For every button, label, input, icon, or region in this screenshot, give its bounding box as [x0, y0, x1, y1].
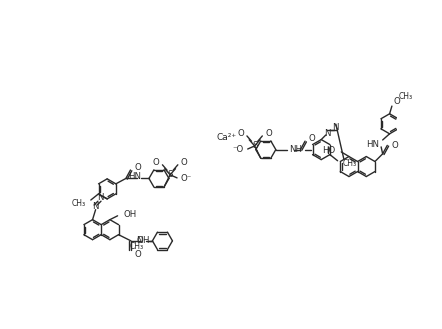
Text: N: N — [92, 202, 99, 211]
Text: ⁻O: ⁻O — [232, 145, 244, 154]
Text: O: O — [135, 250, 141, 259]
Text: NH: NH — [289, 145, 302, 154]
Text: O: O — [137, 236, 143, 245]
Text: CH₃: CH₃ — [72, 199, 86, 208]
Text: N: N — [136, 236, 142, 245]
Text: O: O — [393, 97, 400, 106]
Text: O: O — [237, 129, 244, 138]
Text: N: N — [324, 129, 331, 138]
Text: N: N — [332, 123, 338, 132]
Text: CH₃: CH₃ — [129, 242, 143, 251]
Text: H: H — [142, 236, 149, 245]
Text: OH: OH — [124, 210, 137, 219]
Text: O: O — [392, 141, 399, 150]
Text: HN: HN — [366, 140, 379, 149]
Text: O: O — [152, 158, 160, 167]
Text: S: S — [252, 141, 257, 150]
Text: HO: HO — [322, 146, 335, 155]
Text: O: O — [180, 158, 187, 167]
Text: N: N — [97, 193, 103, 202]
Text: HN: HN — [128, 172, 141, 181]
Text: O: O — [134, 163, 141, 172]
Text: O: O — [309, 134, 316, 143]
Text: O: O — [265, 129, 272, 138]
Text: CH₃: CH₃ — [342, 159, 356, 168]
Text: O⁻: O⁻ — [181, 174, 192, 183]
Text: Ca²⁺: Ca²⁺ — [217, 133, 236, 142]
Text: CH₃: CH₃ — [399, 92, 413, 101]
Text: S: S — [168, 170, 173, 179]
